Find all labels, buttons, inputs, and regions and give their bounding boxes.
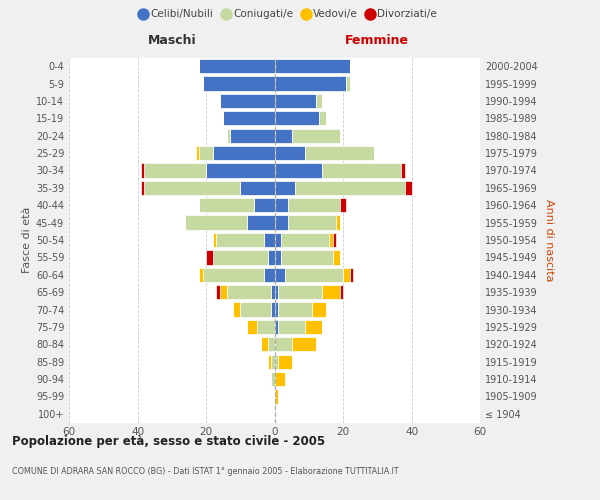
Bar: [275, 128, 292, 143]
Bar: [305, 146, 374, 160]
Bar: [264, 233, 275, 247]
Bar: [275, 233, 281, 247]
Bar: [275, 285, 278, 300]
Bar: [275, 198, 288, 212]
Bar: [281, 250, 333, 264]
Bar: [340, 198, 346, 212]
Bar: [333, 250, 340, 264]
Bar: [199, 146, 213, 160]
Bar: [216, 285, 220, 300]
Bar: [275, 372, 285, 386]
Bar: [271, 302, 275, 316]
Bar: [240, 302, 271, 316]
Bar: [275, 164, 322, 177]
Text: COMUNE DI ADRARA SAN ROCCO (BG) - Dati ISTAT 1° gennaio 2005 - Elaborazione TUTT: COMUNE DI ADRARA SAN ROCCO (BG) - Dati I…: [12, 468, 398, 476]
Bar: [275, 146, 305, 160]
Bar: [275, 302, 278, 316]
Bar: [213, 233, 216, 247]
Bar: [247, 320, 257, 334]
Bar: [319, 111, 326, 126]
Bar: [203, 268, 264, 282]
Bar: [268, 250, 275, 264]
Text: Popolazione per età, sesso e stato civile - 2005: Popolazione per età, sesso e stato civil…: [12, 435, 325, 448]
Bar: [141, 180, 145, 195]
Bar: [227, 128, 230, 143]
Bar: [281, 233, 329, 247]
Bar: [275, 337, 292, 351]
Y-axis label: Fasce di età: Fasce di età: [22, 207, 32, 273]
Bar: [340, 285, 343, 300]
Bar: [329, 233, 333, 247]
Bar: [275, 111, 319, 126]
Bar: [223, 111, 275, 126]
Bar: [196, 146, 199, 160]
Bar: [141, 164, 145, 177]
Bar: [336, 216, 340, 230]
Bar: [316, 94, 322, 108]
Bar: [288, 216, 336, 230]
Bar: [271, 354, 275, 369]
Bar: [404, 180, 412, 195]
Bar: [261, 337, 268, 351]
Bar: [257, 320, 275, 334]
Bar: [220, 94, 275, 108]
Bar: [268, 354, 271, 369]
Bar: [275, 59, 350, 74]
Bar: [275, 76, 346, 90]
Bar: [213, 146, 275, 160]
Bar: [343, 268, 350, 282]
Bar: [350, 268, 353, 282]
Bar: [206, 164, 275, 177]
Bar: [233, 302, 240, 316]
Legend: Celibi/Nubili, Coniugati/e, Vedovi/e, Divorziati/e: Celibi/Nubili, Coniugati/e, Vedovi/e, Di…: [135, 5, 441, 24]
Bar: [247, 216, 275, 230]
Bar: [292, 128, 340, 143]
Y-axis label: Anni di nascita: Anni di nascita: [544, 198, 554, 281]
Bar: [199, 268, 203, 282]
Bar: [275, 94, 316, 108]
Bar: [145, 164, 206, 177]
Bar: [275, 180, 295, 195]
Bar: [333, 233, 336, 247]
Bar: [275, 390, 278, 404]
Bar: [271, 372, 275, 386]
Text: Maschi: Maschi: [148, 34, 196, 46]
Bar: [292, 337, 316, 351]
Bar: [240, 180, 275, 195]
Bar: [199, 198, 254, 212]
Bar: [305, 320, 322, 334]
Bar: [275, 320, 278, 334]
Bar: [275, 354, 278, 369]
Bar: [322, 285, 340, 300]
Bar: [213, 250, 268, 264]
Bar: [275, 216, 288, 230]
Bar: [275, 250, 281, 264]
Bar: [264, 268, 275, 282]
Bar: [322, 164, 401, 177]
Bar: [216, 233, 264, 247]
Bar: [295, 180, 404, 195]
Bar: [271, 285, 275, 300]
Bar: [401, 164, 404, 177]
Bar: [227, 285, 271, 300]
Bar: [203, 76, 275, 90]
Bar: [254, 198, 275, 212]
Bar: [288, 198, 340, 212]
Bar: [278, 320, 305, 334]
Bar: [145, 180, 240, 195]
Bar: [268, 337, 275, 351]
Bar: [278, 302, 312, 316]
Bar: [275, 268, 285, 282]
Bar: [285, 268, 343, 282]
Bar: [312, 302, 326, 316]
Bar: [185, 216, 247, 230]
Text: Femmine: Femmine: [345, 34, 409, 46]
Bar: [199, 59, 275, 74]
Bar: [220, 285, 227, 300]
Bar: [230, 128, 275, 143]
Bar: [278, 354, 292, 369]
Bar: [206, 250, 213, 264]
Bar: [346, 76, 350, 90]
Bar: [278, 285, 322, 300]
